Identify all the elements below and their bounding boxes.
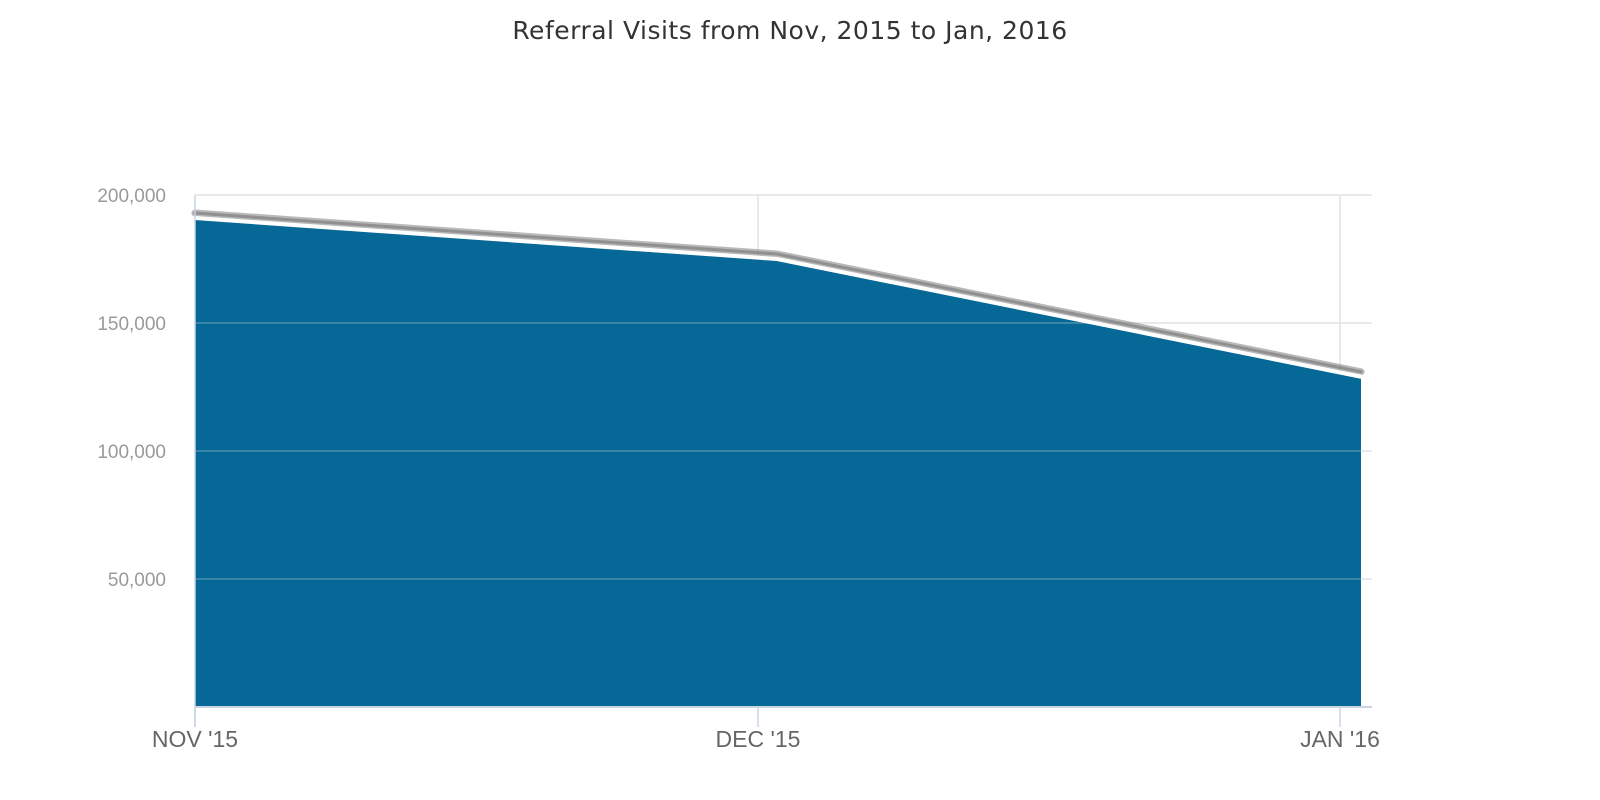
y-tick-label: 150,000 (97, 314, 166, 335)
y-tick-label: 50,000 (108, 570, 166, 591)
area-series (195, 218, 1361, 708)
x-tick-label: JAN '16 (1300, 726, 1380, 752)
area-layer (195, 218, 1361, 708)
y-tick-label: 200,000 (97, 186, 166, 207)
x-tick-label: DEC '15 (716, 726, 801, 752)
y-axis-ticks: 50,000 100,000 150,000 200,000 (97, 186, 166, 591)
x-axis-ticks: NOV '15 DEC '15 JAN '16 (152, 726, 1380, 752)
series-line-shadow-core (193, 211, 1363, 374)
axis-layer (194, 195, 1372, 727)
x-tick-label: NOV '15 (152, 726, 238, 752)
series-line (193, 216, 1363, 379)
chart-title: Referral Visits from Nov, 2015 to Jan, 2… (512, 16, 1068, 45)
y-tick-label: 100,000 (97, 442, 166, 463)
line-layer (191, 209, 1365, 379)
